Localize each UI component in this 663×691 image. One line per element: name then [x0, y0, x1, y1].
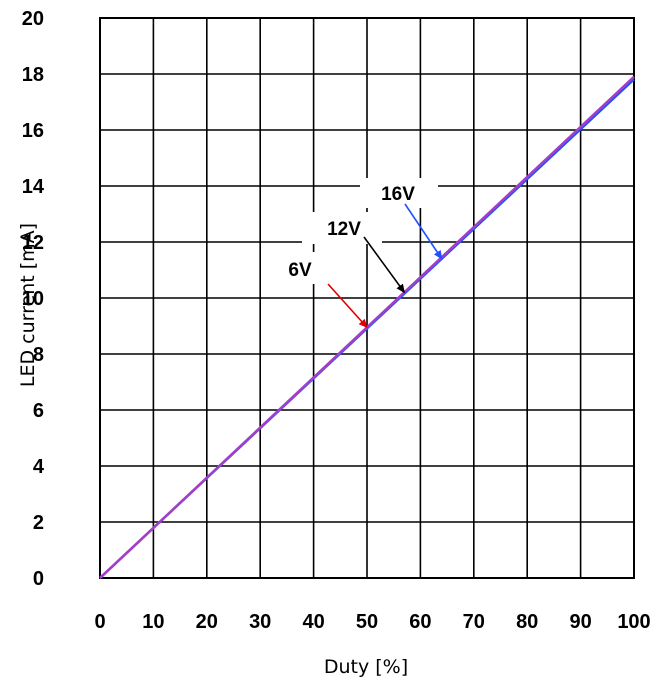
- y-tick-labels: 0 2 4 6 8 10 12 14 16 18 20: [22, 8, 45, 590]
- annotation-arrow-16V: [404, 203, 443, 260]
- x-tick-label: 30: [249, 611, 271, 633]
- x-tick-label: 50: [356, 611, 378, 633]
- annotation-bg-12V: [302, 212, 382, 244]
- x-tick-labels: 0 10 20 30 40 50 60 70 80 90 100: [94, 611, 650, 633]
- x-tick-label: 40: [302, 611, 324, 633]
- y-tick-label: 10: [22, 288, 44, 310]
- y-tick-label: 12: [22, 232, 44, 254]
- annotation-bg-6V: [278, 252, 328, 284]
- annotation-bg-16V: [360, 178, 438, 208]
- y-tick-label: 14: [22, 176, 45, 198]
- x-tick-label: 90: [569, 611, 591, 633]
- x-tick-label: 0: [94, 611, 105, 633]
- y-tick-label: 6: [33, 400, 44, 422]
- x-tick-label: 70: [463, 611, 485, 633]
- y-tick-label: 20: [22, 8, 44, 30]
- x-tick-label: 100: [617, 611, 650, 633]
- annotation-label-16V: 16V: [381, 184, 415, 205]
- annotation-arrow-12V: [363, 236, 406, 294]
- y-tick-label: 8: [33, 344, 44, 366]
- y-axis-label: LED current [mA]: [17, 223, 39, 387]
- plot-frame: [99, 17, 635, 579]
- series-annotations: 6V 12V 16V: [278, 178, 443, 329]
- x-tick-label: 80: [516, 611, 538, 633]
- grid: [99, 17, 635, 579]
- y-tick-label: 2: [33, 512, 44, 534]
- annotation-arrow-6V: [327, 283, 368, 329]
- y-tick-label: 0: [33, 568, 44, 590]
- x-axis-label: Duty [%]: [324, 656, 408, 678]
- y-tick-label: 18: [22, 64, 44, 86]
- annotation-label-6V: 6V: [288, 260, 312, 281]
- annotation-label-12V: 12V: [327, 219, 361, 240]
- x-tick-label: 20: [196, 611, 218, 633]
- y-tick-label: 4: [33, 456, 45, 478]
- y-tick-label: 16: [22, 120, 44, 142]
- x-tick-label: 60: [409, 611, 431, 633]
- x-tick-label: 10: [142, 611, 164, 633]
